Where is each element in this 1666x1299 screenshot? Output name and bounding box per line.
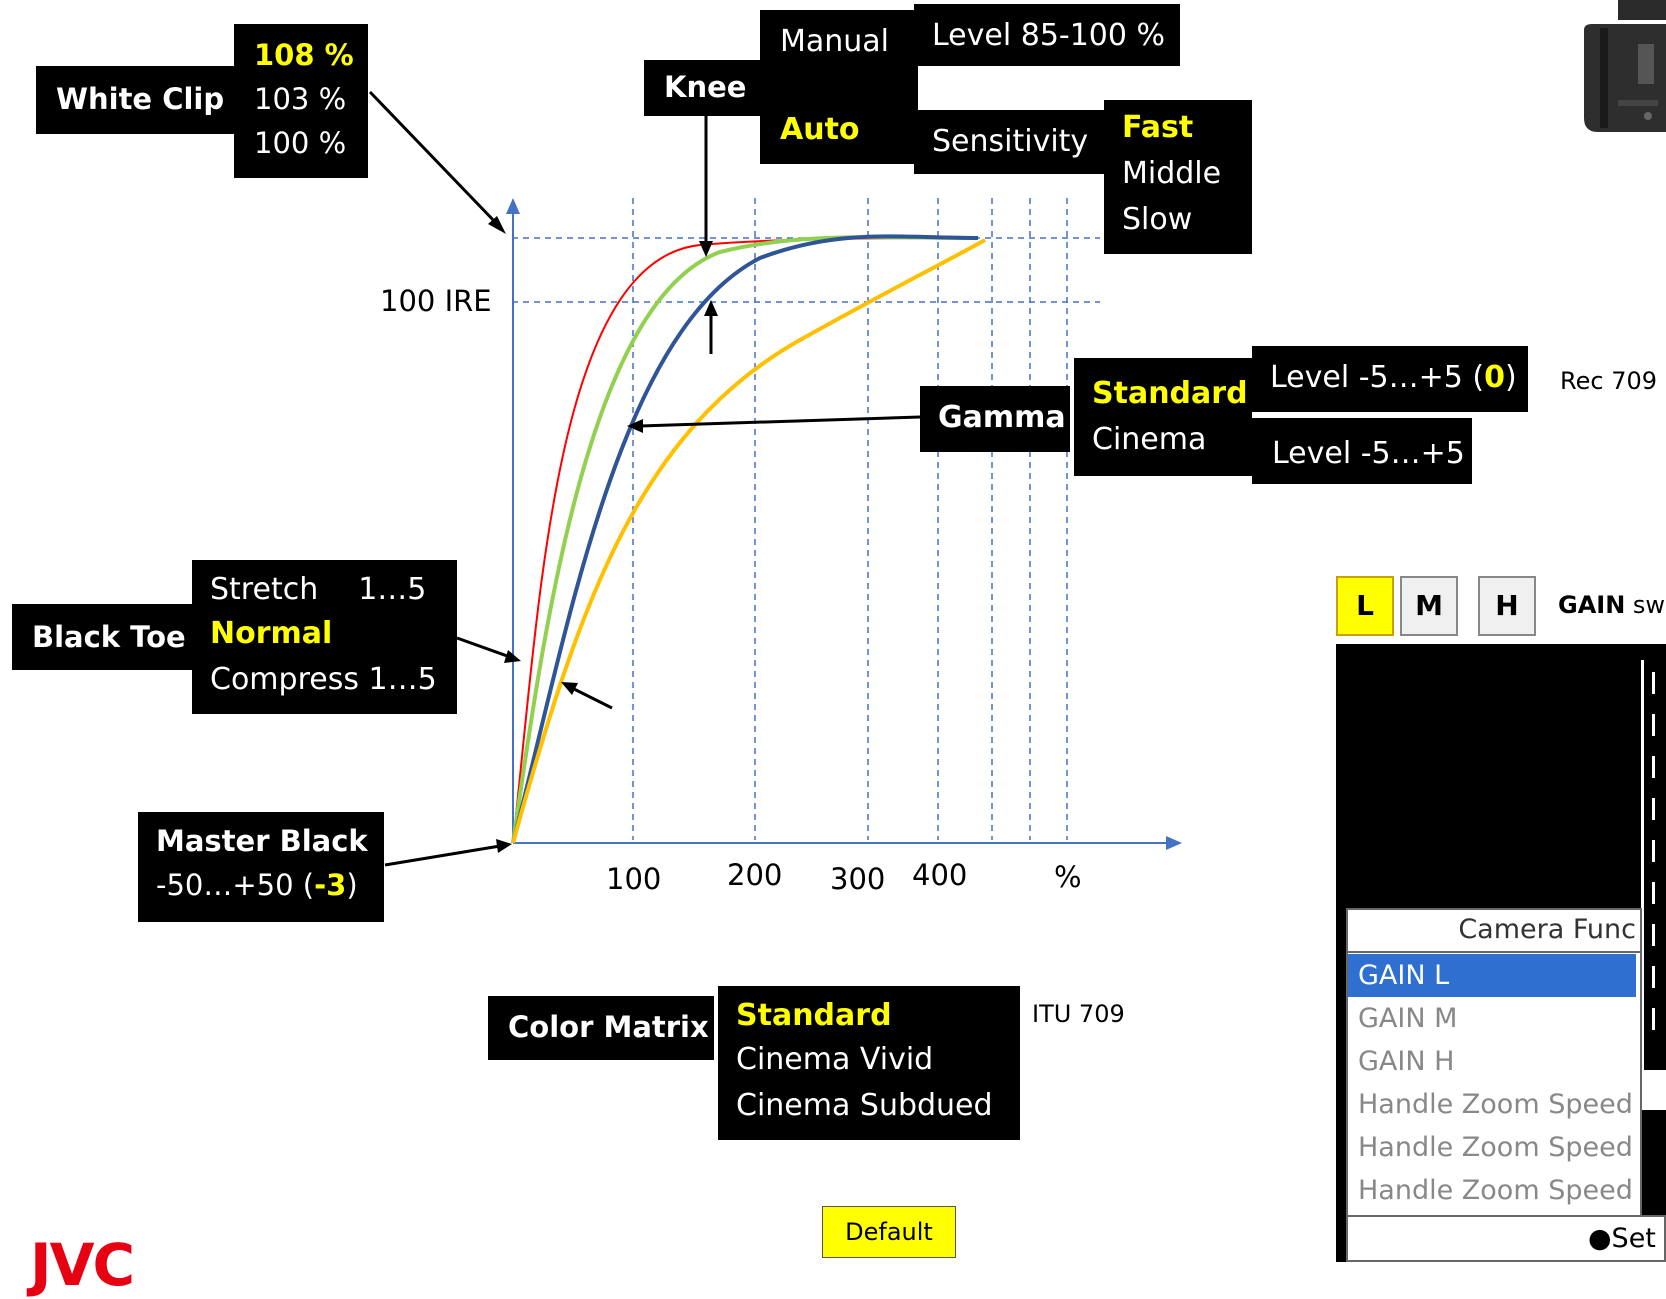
gain-switch-l[interactable]: L: [1336, 576, 1394, 636]
master-black-range-text: -50…+50 (: [156, 868, 315, 902]
menu-item-handle-zoom-2[interactable]: Handle Zoom Speed: [1358, 1132, 1633, 1163]
gamma-standard-level-prefix: Level -5…+5 (: [1270, 360, 1485, 395]
horizontal-grid: [512, 237, 1100, 303]
knee-mode-auto: Auto: [780, 112, 860, 147]
knee-title-box: Knee: [644, 60, 764, 116]
white-clip-title-box: White Clip: [36, 66, 236, 134]
white-clip-option-108: 108 %: [254, 38, 354, 72]
curve-green: [511, 235, 979, 844]
gamma-note-rec709: Rec 709: [1560, 367, 1657, 395]
x-tick-300: 300: [830, 862, 886, 896]
gain-switch-h[interactable]: H: [1478, 576, 1536, 636]
sensitivity-fast: Fast: [1122, 110, 1194, 145]
master-black-value: -3: [314, 868, 347, 902]
gain-switch-label-bold: GAIN: [1558, 591, 1626, 619]
camera-icon: [1578, 0, 1666, 138]
gamma-standard-level-value: 0: [1484, 360, 1505, 395]
color-matrix-title-box: Color Matrix: [488, 996, 714, 1060]
black-toe-normal: Normal: [210, 616, 333, 651]
y-axis-100ire-label: 100 IRE: [380, 284, 492, 318]
black-toe-compress-range: 1…5: [368, 662, 437, 697]
black-toe-options-box: Stretch 1…5 Normal Compress 1…5: [192, 560, 457, 714]
gain-switch-m[interactable]: M: [1400, 576, 1458, 636]
default-badge: Default: [822, 1206, 956, 1258]
gamma-standard-level: Level -5…+5 (0): [1270, 360, 1517, 395]
sensitivity-middle: Middle: [1122, 156, 1222, 191]
x-tick-400: 400: [912, 858, 968, 892]
x-tick-200: 200: [727, 858, 783, 892]
gamma-title: Gamma: [938, 400, 1066, 435]
knee-title: Knee: [664, 70, 747, 104]
camera-menu-title-bar: Camera Func: [1346, 908, 1642, 953]
x-tick-100: 100: [606, 862, 662, 896]
gain-switch-label-rest: sw: [1625, 591, 1666, 619]
white-clip-options-box: 108 % 103 % 100 %: [234, 24, 368, 178]
black-toe-compress-label: Compress: [210, 662, 359, 697]
menu-item-handle-zoom-1[interactable]: Handle Zoom Speed: [1358, 1089, 1633, 1120]
gamma-option-cinema: Cinema: [1092, 422, 1207, 457]
master-black-box: Master Black -50…+50 (-3): [138, 812, 384, 922]
knee-manual-level: Level 85-100 %: [932, 18, 1166, 53]
menu-item-gain-l[interactable]: GAIN L: [1348, 954, 1636, 997]
camera-menu-footer: ●Set: [1346, 1215, 1666, 1262]
gamma-cinema-level-box: Level -5…+5: [1252, 418, 1472, 484]
gamma-title-box: Gamma: [920, 386, 1070, 452]
gamma-standard-level-box: Level -5…+5 (0): [1252, 346, 1528, 412]
color-matrix-options-box: Standard Cinema Vivid Cinema Subdued: [718, 986, 1020, 1140]
knee-manual-level-box: Level 85-100 %: [914, 4, 1180, 66]
black-toe-title: Black Toe: [32, 620, 186, 654]
knee-sensitivity-box: Sensitivity: [914, 110, 1104, 174]
vertical-grid: [632, 198, 1068, 840]
gamma-option-standard: Standard: [1092, 376, 1248, 411]
gain-switch-label: GAIN sw: [1558, 591, 1665, 619]
white-clip-option-100: 100 %: [254, 126, 347, 160]
master-black-suffix: ): [346, 868, 358, 902]
knee-mode-manual: Manual: [780, 24, 890, 59]
knee-mode-box: Manual Auto: [760, 10, 918, 164]
knee-sensitivity-options-box: Fast Middle Slow: [1104, 100, 1252, 254]
color-matrix-standard: Standard: [736, 998, 892, 1033]
master-black-range: -50…+50 (-3): [156, 868, 358, 902]
white-clip-option-103: 103 %: [254, 82, 347, 116]
menu-item-handle-zoom-3[interactable]: Handle Zoom Speed: [1358, 1175, 1633, 1206]
color-matrix-title: Color Matrix: [508, 1010, 709, 1044]
gamma-curve-diagram: [368, 90, 1182, 867]
menu-item-gain-m[interactable]: GAIN M: [1358, 1003, 1458, 1034]
color-matrix-note-itu709: ITU 709: [1032, 1000, 1125, 1028]
camera-menu-set-hint[interactable]: ●Set: [1588, 1223, 1656, 1254]
master-black-title: Master Black: [156, 824, 368, 858]
axes: [506, 198, 1182, 850]
color-matrix-cinema-vivid: Cinema Vivid: [736, 1042, 934, 1077]
white-clip-title: White Clip: [56, 82, 225, 116]
pointer-arrows: [368, 90, 921, 867]
black-toe-stretch-range: 1…5: [358, 572, 427, 607]
sensitivity-slow: Slow: [1122, 202, 1193, 237]
black-toe-compress: Compress 1…5: [210, 662, 437, 697]
curve-red: [512, 237, 979, 844]
black-toe-title-box: Black Toe: [12, 604, 194, 670]
x-tick-percent: %: [1054, 860, 1082, 894]
curve-orange: [511, 238, 986, 844]
camera-photo: [1578, 0, 1666, 138]
gamma-options-box: Standard Cinema: [1074, 358, 1252, 476]
knee-sensitivity-label: Sensitivity: [932, 124, 1089, 159]
gamma-standard-level-suffix: ): [1504, 360, 1517, 395]
black-toe-stretch-label: Stretch: [210, 572, 319, 607]
jvc-logo: JVC: [30, 1231, 135, 1299]
menu-item-gain-h[interactable]: GAIN H: [1358, 1046, 1455, 1077]
menu-side-white-block: [1641, 1070, 1666, 1110]
gamma-cinema-level: Level -5…+5: [1272, 436, 1465, 471]
camera-menu-title: Camera Func: [1458, 914, 1636, 945]
black-toe-stretch: Stretch 1…5: [210, 572, 426, 607]
menu-side-panel: [1641, 660, 1666, 1070]
color-matrix-cinema-subdued: Cinema Subdued: [736, 1088, 993, 1123]
curve-navy: [511, 234, 979, 844]
